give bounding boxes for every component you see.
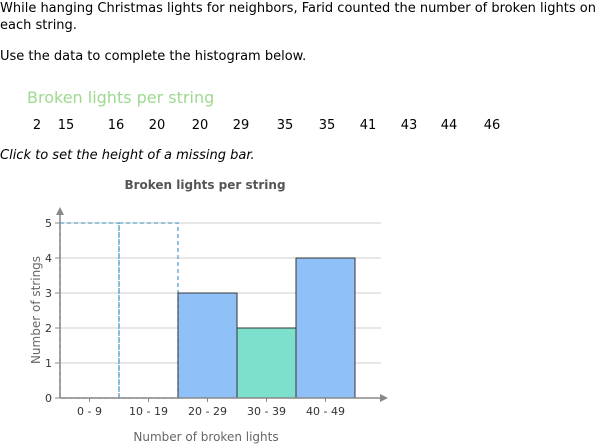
data-value: 2 <box>32 118 42 133</box>
x-tick-label: 40 - 49 <box>306 405 345 418</box>
y-tick-label: 4 <box>45 252 52 265</box>
x-axis-arrow <box>380 394 388 402</box>
click-hint: Click to set the height of a missing bar… <box>0 148 255 163</box>
y-axis-label: Number of strings <box>29 256 43 364</box>
missing-bar[interactable] <box>118 222 179 399</box>
data-value: 35 <box>318 118 336 133</box>
histogram-bar[interactable] <box>236 327 297 399</box>
x-tick-label: 0 - 9 <box>77 405 102 418</box>
data-value: 46 <box>483 118 501 133</box>
y-tick-label: 3 <box>45 287 52 300</box>
chart-bars <box>59 222 356 399</box>
data-value: 20 <box>148 118 166 133</box>
data-value: 20 <box>191 118 209 133</box>
chart-ticks: 0 1 2 3 4 5 0 - 9 10 - 19 20 - 29 30 - 39 40 - 49 <box>45 217 345 418</box>
data-value: 44 <box>440 118 458 133</box>
y-axis-arrow <box>56 207 64 215</box>
y-tick-label: 0 <box>45 392 52 405</box>
x-tick-label: 10 - 19 <box>129 405 168 418</box>
data-value: 43 <box>400 118 418 133</box>
y-tick-label: 5 <box>45 217 52 230</box>
question-text: While hanging Christmas lights for neigh… <box>0 1 596 33</box>
data-title: Broken lights per string <box>27 88 215 107</box>
data-value: 41 <box>359 118 377 133</box>
x-tick-label: 30 - 39 <box>247 405 286 418</box>
histogram-bar[interactable] <box>177 292 238 399</box>
data-value: 35 <box>276 118 294 133</box>
instruction-text: Use the data to complete the histogram b… <box>0 49 307 64</box>
data-values-row: 2 15 16 20 20 29 35 35 41 43 44 46 <box>22 118 522 134</box>
data-value: 29 <box>232 118 250 133</box>
data-value: 15 <box>57 118 75 133</box>
y-tick-label: 2 <box>45 322 52 335</box>
x-tick-label: 20 - 29 <box>188 405 227 418</box>
chart-axes <box>56 207 388 402</box>
histogram-bar[interactable] <box>295 257 356 399</box>
missing-bar[interactable] <box>59 222 120 399</box>
x-axis-label: Number of broken lights <box>133 430 278 444</box>
chart-title: Broken lights per string <box>124 178 286 192</box>
y-tick-label: 1 <box>45 357 52 370</box>
data-value: 16 <box>107 118 125 133</box>
